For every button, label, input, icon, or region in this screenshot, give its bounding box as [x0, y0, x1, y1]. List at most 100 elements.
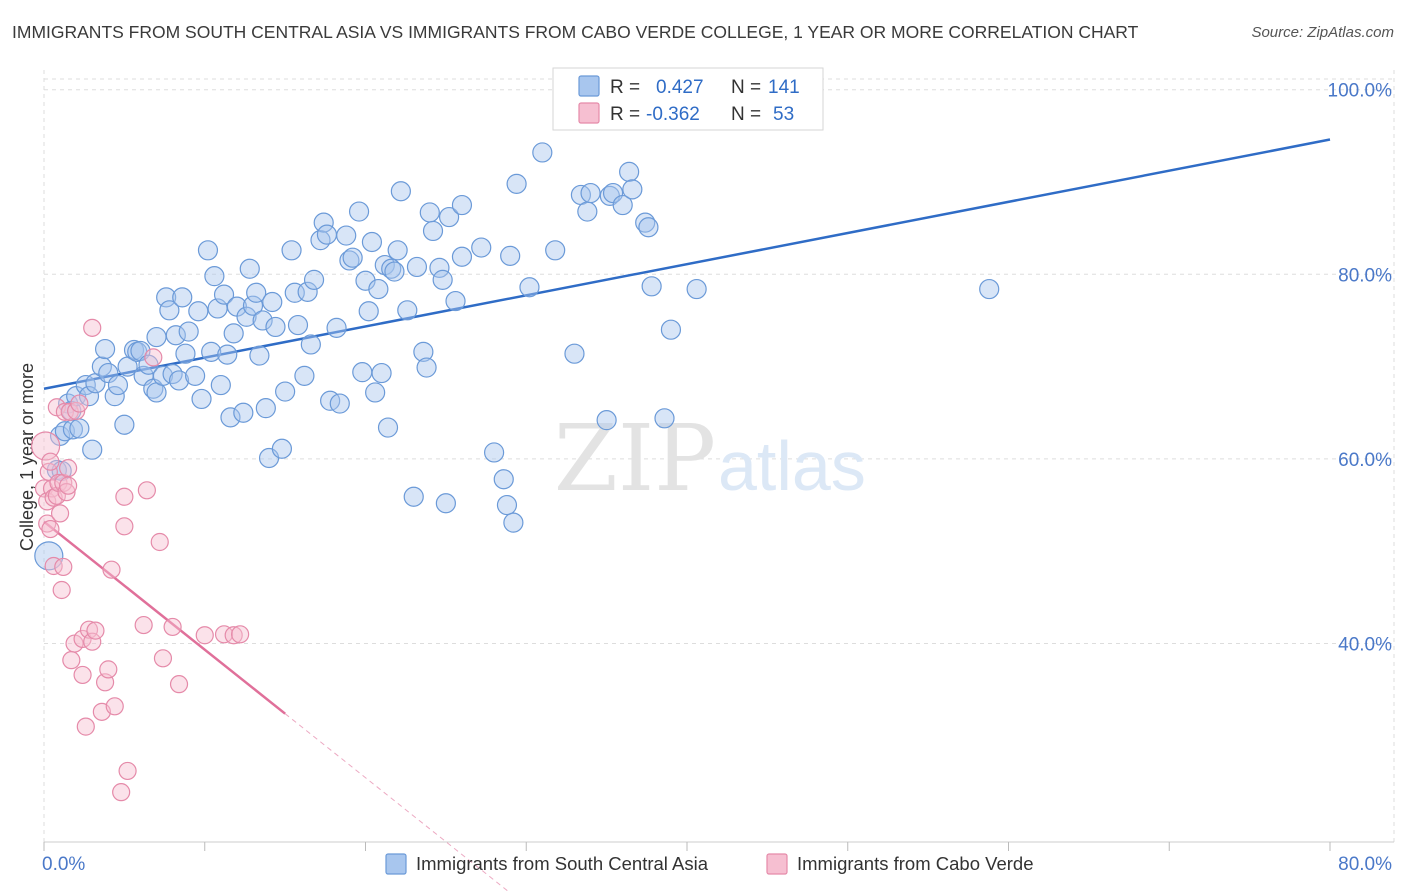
legend-swatch-blue	[578, 75, 600, 97]
south-central-asia-point-53	[239, 258, 260, 279]
watermark-zip: ZIP	[554, 405, 716, 512]
series-cabo-verde	[31, 318, 250, 802]
south-central-asia-point-92	[387, 240, 408, 261]
cabo-verde-point-32	[86, 621, 105, 640]
south-central-asia-point-31	[159, 300, 180, 321]
trend-line-cabo-verde	[43, 520, 286, 715]
cabo-verde-point-9	[44, 556, 63, 576]
cabo-verde-point-18	[57, 483, 76, 502]
south-central-asia-point-95	[403, 486, 424, 507]
series-legend-swatch-pink	[766, 853, 788, 875]
south-central-asia-point-54	[242, 295, 264, 316]
south-central-asia-point-120	[577, 201, 598, 222]
south-central-asia-point-72	[313, 212, 334, 233]
south-central-asia-point-109	[484, 442, 505, 463]
south-central-asia-point-108	[471, 237, 492, 258]
series-legend-label-pink: Immigrants from Cabo Verde	[797, 853, 1033, 874]
cabo-verde-point-13	[50, 504, 70, 523]
cabo-verde-point-40	[115, 517, 134, 536]
south-central-asia-point-45	[210, 374, 231, 396]
y-tick-label-1: 60.0%	[1338, 450, 1392, 471]
south-central-asia-point-43	[204, 266, 225, 287]
cabo-verde-point-50	[214, 625, 234, 644]
south-central-asia-point-60	[262, 291, 283, 313]
south-central-asia-point-73	[316, 224, 338, 245]
south-central-asia-point-33	[165, 325, 186, 346]
south-central-asia-point-75	[326, 317, 347, 338]
cabo-verde-point-39	[115, 487, 134, 506]
south-central-asia-point-40	[191, 388, 212, 410]
cabo-verde-point-35	[99, 660, 118, 679]
south-central-asia-point-55	[246, 282, 267, 303]
south-central-asia-point-116	[532, 142, 553, 163]
south-central-asia-point-62	[271, 438, 293, 459]
south-central-asia-point-126	[619, 161, 640, 182]
cabo-verde-point-22	[62, 651, 81, 670]
y-tick-label-3: 100.0%	[1328, 81, 1393, 102]
south-central-asia-point-125	[612, 194, 633, 216]
cabo-verde-point-42	[134, 615, 153, 635]
south-central-asia-point-67	[294, 365, 315, 386]
south-central-asia-point-38	[185, 365, 206, 386]
south-central-asia-point-127	[622, 179, 643, 200]
south-central-asia-point-96	[406, 256, 428, 278]
cabo-verde-point-48	[169, 675, 189, 694]
south-central-asia-point-42	[201, 341, 222, 362]
trend-lines	[43, 138, 1331, 892]
south-central-asia-point-129	[638, 217, 659, 238]
legend-n-value-1: 141	[768, 77, 800, 98]
south-central-asia-point-37	[178, 321, 199, 342]
cabo-verde-point-14	[52, 580, 71, 600]
cabo-verde-point-41	[118, 761, 137, 781]
cabo-verde-point-49	[195, 626, 214, 645]
y-axis-title: College, 1 year or more	[17, 363, 37, 551]
legend-r-value-1: 0.427	[656, 77, 704, 98]
south-central-asia-point-36	[175, 343, 196, 364]
south-central-asia-point-28	[146, 326, 167, 348]
cabo-verde-point-36	[102, 560, 121, 579]
south-central-asia-point-17	[104, 386, 125, 407]
south-central-asia-point-30	[156, 287, 177, 308]
south-central-asia-point-84	[361, 231, 383, 253]
south-central-asia-point-9	[69, 418, 90, 439]
legend-n-label-1: N =	[731, 77, 761, 98]
axes	[43, 841, 1394, 851]
south-central-asia-point-97	[413, 341, 434, 362]
south-central-asia-point-122	[596, 410, 617, 431]
cabo-verde-point-26	[73, 665, 92, 685]
cabo-verde-point-44	[144, 348, 163, 367]
y-tick-label-0: 40.0%	[1338, 635, 1392, 656]
x-tick-label-1: 80.0%	[1338, 854, 1392, 875]
south-central-asia-point-18	[107, 374, 129, 396]
south-central-asia-point-34	[168, 370, 190, 391]
south-central-asia-point-79	[342, 247, 363, 268]
south-central-asia-point-102	[432, 269, 453, 290]
south-central-asia-point-115	[519, 277, 540, 298]
legend-n-value-2: 53	[773, 104, 794, 125]
cabo-verde-point-37	[105, 697, 124, 716]
cabo-verde-point-51	[224, 626, 243, 645]
south-central-asia-point-114	[506, 173, 527, 194]
south-central-asia-point-19	[114, 414, 135, 435]
south-central-asia-point-118	[564, 343, 585, 364]
cabo-verde-point-30	[83, 318, 102, 337]
x-tick-label-0: 0.0%	[42, 854, 85, 875]
watermark: ZIP atlas	[554, 405, 866, 512]
south-central-asia-point-85	[365, 382, 386, 403]
south-central-asia-point-90	[381, 258, 402, 279]
south-central-asia-point-103	[435, 493, 456, 514]
cabo-verde-point-47	[163, 617, 182, 637]
trend-line-cabo-verde-extension	[284, 713, 510, 892]
cabo-verde-point-52	[231, 625, 250, 644]
x-tick-labels: 0.0% 80.0%	[42, 854, 1392, 875]
south-central-asia-point-117	[545, 240, 566, 261]
south-central-asia-point-110	[493, 469, 514, 490]
south-central-asia-point-131	[654, 408, 675, 429]
chart-title: IMMIGRANTS FROM SOUTH CENTRAL ASIA VS IM…	[12, 22, 1139, 42]
south-central-asia-point-58	[255, 398, 276, 419]
south-central-asia-point-11	[78, 386, 100, 407]
south-central-asia-point-39	[188, 301, 209, 322]
cabo-verde-point-43	[137, 481, 156, 500]
south-central-asia-point-83	[358, 301, 379, 322]
cabo-verde-point-25	[70, 394, 89, 413]
